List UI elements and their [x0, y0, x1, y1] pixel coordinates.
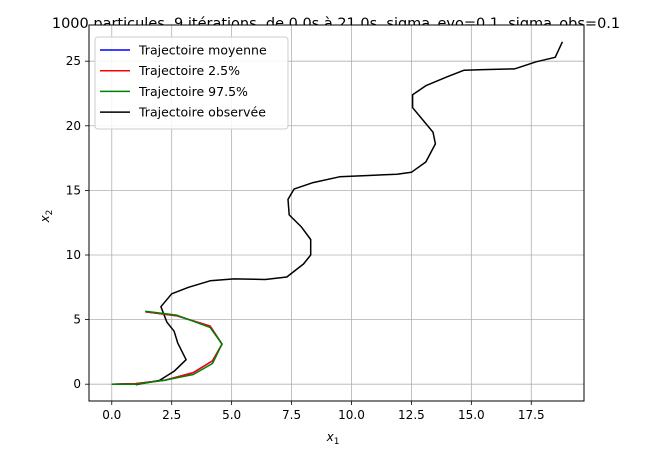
y-tick-label: 20	[66, 119, 81, 133]
x-tick-label: 10.0	[338, 408, 365, 422]
x-tick-label: 5.0	[222, 408, 241, 422]
legend-box	[94, 36, 289, 130]
legend-label: Trajectoire 97.5%	[138, 84, 248, 99]
x-tick-label: 2.5	[162, 408, 181, 422]
y-tick-label: 15	[66, 183, 81, 197]
y-tick-label: 5	[73, 313, 81, 327]
plot-frame	[88, 24, 585, 402]
x-tick-label: 0.0	[102, 408, 121, 422]
y-tick-label: 25	[66, 54, 81, 68]
grid	[89, 25, 584, 401]
y-axis-label: x2	[38, 210, 55, 224]
y-tick-label: 10	[66, 248, 81, 262]
x-tick-label: 17.5	[518, 408, 545, 422]
x-axis-label: x1	[326, 430, 340, 447]
x-tick-label: 12.5	[398, 408, 425, 422]
legend-label: Trajectoire moyenne	[138, 43, 267, 58]
legend-label: Trajectoire observée	[138, 105, 266, 120]
x-axis: 0.0 2.5 5.0 7.5 10.0 12.5 15.0 17.5	[102, 401, 545, 422]
legend-label: Trajectoire 2.5%	[138, 63, 240, 78]
y-tick-label: 0	[73, 377, 81, 391]
x-tick-label: 15.0	[458, 408, 485, 422]
series-layer	[111, 41, 564, 386]
legend: Trajectoire moyenne Trajectoire 2.5% Traje…	[94, 36, 289, 130]
series-line	[111, 310, 223, 385]
y-axis: 0 5 10 15 20 25	[66, 54, 89, 391]
x-tick-label: 7.5	[282, 408, 301, 422]
